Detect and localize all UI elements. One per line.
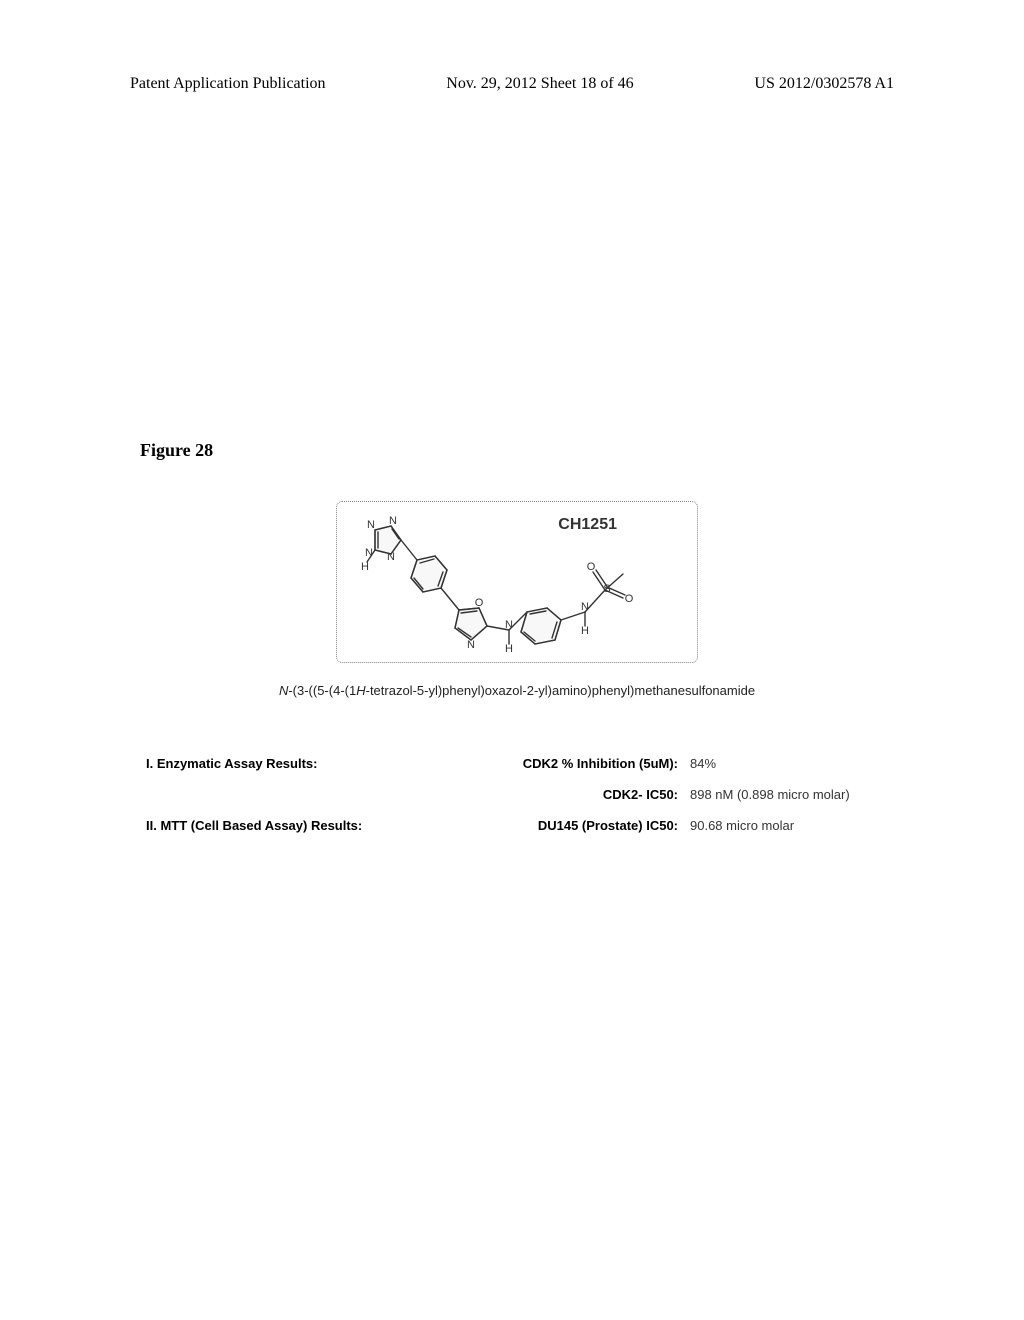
assay-label: CDK2 % Inhibition (5uM): — [442, 748, 684, 779]
table-row: II. MTT (Cell Based Assay) Results: DU14… — [140, 810, 894, 841]
header-center: Nov. 29, 2012 Sheet 18 of 46 — [446, 75, 633, 93]
table-row: I. Enzymatic Assay Results: CDK2 % Inhib… — [140, 748, 894, 779]
atom-label: O — [587, 561, 596, 573]
structure-box: CH1251 — [336, 501, 698, 663]
atom-label: N — [389, 515, 397, 527]
page-header: Patent Application Publication Nov. 29, … — [0, 75, 1024, 93]
chemical-name: N-(3-((5-(4-(1H-tetrazol-5-yl)phenyl)oxa… — [217, 683, 817, 698]
assay-value: 90.68 micro molar — [684, 810, 894, 841]
atom-label: H — [505, 643, 513, 655]
name-body: -(3-((5-(4-(1 — [288, 683, 356, 698]
assay-value: 84% — [684, 748, 894, 779]
header-right: US 2012/0302578 A1 — [754, 75, 894, 93]
header-left: Patent Application Publication — [130, 75, 326, 93]
assay-label: DU145 (Prostate) IC50: — [442, 810, 684, 841]
atom-label: O — [475, 597, 484, 609]
figure-label: Figure 28 — [140, 440, 894, 461]
atom-label: H — [361, 561, 369, 573]
svg-text:N: N — [505, 619, 513, 631]
cell-heading: II. MTT (Cell Based Assay) Results: — [140, 810, 442, 841]
name-ital-H: H — [356, 683, 365, 698]
atom-label: N — [467, 639, 475, 651]
atom-label: N — [387, 551, 395, 563]
atom-label: N — [365, 547, 373, 559]
atom-label: H — [581, 625, 589, 637]
content-area: Figure 28 CH1251 — [140, 440, 894, 841]
atom-label: O — [625, 593, 634, 605]
atom-label: N — [367, 519, 375, 531]
assay-label: CDK2- IC50: — [442, 779, 684, 810]
name-tail: -tetrazol-5-yl)phenyl)oxazol-2-yl)amino)… — [366, 683, 755, 698]
name-ital-N: N — [279, 683, 288, 698]
atom-label: S — [603, 583, 610, 595]
enzymatic-heading: I. Enzymatic Assay Results: — [140, 748, 442, 779]
table-row: CDK2- IC50: 898 nM (0.898 micro molar) — [140, 779, 894, 810]
assay-value: 898 nM (0.898 micro molar) — [684, 779, 894, 810]
chemical-structure: N N N N H O N N H N H S O O — [347, 512, 687, 657]
atom-label: N — [581, 601, 589, 613]
results-table: I. Enzymatic Assay Results: CDK2 % Inhib… — [140, 748, 894, 841]
